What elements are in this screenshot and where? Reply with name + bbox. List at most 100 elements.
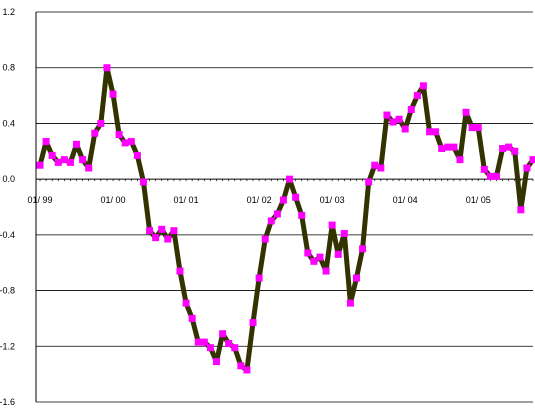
data-point xyxy=(170,227,178,235)
data-point xyxy=(115,131,123,139)
data-point xyxy=(316,253,324,261)
data-point xyxy=(371,161,379,169)
data-point xyxy=(286,175,294,183)
data-point xyxy=(529,156,535,164)
data-point xyxy=(176,267,184,275)
series-line xyxy=(37,65,535,373)
data-point xyxy=(121,139,129,147)
data-point xyxy=(194,338,202,346)
y-tick-label: 0.0 xyxy=(2,174,15,184)
data-point xyxy=(158,225,166,233)
data-point xyxy=(322,267,330,275)
x-axis-tick-labels: 01/ 99 01/ 00 01/ 01 01/ 02 01/ 03 01/ 04 01/ … xyxy=(27,195,490,205)
series-layer xyxy=(36,64,535,374)
data-point xyxy=(511,147,519,155)
data-point xyxy=(426,128,434,136)
data-point xyxy=(523,164,531,172)
y-tick-label: 1.2 xyxy=(2,7,15,17)
data-point xyxy=(450,143,458,151)
y-axis-tick-labels: 1.2 0.8 0.4 0.0 -0.4 -0.8 -1.2 -1.6 xyxy=(0,7,15,407)
data-point xyxy=(79,156,87,164)
data-point xyxy=(182,299,190,307)
data-point xyxy=(152,234,160,242)
data-point xyxy=(219,330,227,338)
data-point xyxy=(395,115,403,123)
data-point xyxy=(249,319,257,327)
data-point xyxy=(60,156,68,164)
x-tick-label: 01/ 99 xyxy=(27,195,52,205)
data-point xyxy=(419,82,427,90)
data-point xyxy=(273,210,281,218)
data-point xyxy=(407,106,415,113)
data-point xyxy=(383,111,391,119)
data-point xyxy=(438,145,446,152)
data-point xyxy=(231,344,239,352)
data-point xyxy=(261,235,269,243)
data-point xyxy=(139,178,147,186)
data-point xyxy=(462,108,470,116)
data-point xyxy=(279,196,287,204)
data-point xyxy=(206,344,214,352)
x-axis-minor-ticks xyxy=(39,179,534,182)
gridlines xyxy=(36,11,533,403)
data-point xyxy=(255,274,263,282)
data-point xyxy=(480,165,488,173)
y-tick-label: -1.2 xyxy=(0,341,15,351)
y-tick-label: -0.8 xyxy=(0,286,15,296)
data-point xyxy=(91,129,99,137)
x-tick-label: 01/ 04 xyxy=(393,195,418,205)
data-point xyxy=(413,92,421,100)
y-tick-label: -1.6 xyxy=(0,397,15,407)
x-tick-label: 01/ 03 xyxy=(320,195,345,205)
data-point xyxy=(127,138,135,146)
data-point xyxy=(377,164,385,172)
y-tick-label: -0.4 xyxy=(0,230,15,240)
data-point xyxy=(188,314,196,322)
data-point xyxy=(444,143,452,151)
x-tick-label: 01/ 01 xyxy=(174,195,199,205)
data-point xyxy=(517,206,525,214)
data-point xyxy=(389,118,397,126)
y-tick-label: 0.4 xyxy=(2,118,15,128)
data-point xyxy=(492,172,500,180)
data-point xyxy=(328,221,336,229)
data-point xyxy=(298,211,306,219)
data-point xyxy=(225,340,233,347)
x-tick-label: 01/ 05 xyxy=(466,195,491,205)
data-point xyxy=(505,143,513,151)
data-point xyxy=(267,217,275,225)
data-point xyxy=(292,193,300,201)
data-point xyxy=(237,362,245,370)
data-point xyxy=(97,119,105,127)
data-point xyxy=(164,235,172,243)
data-point xyxy=(66,158,74,166)
data-point xyxy=(365,178,373,186)
data-point xyxy=(352,274,360,282)
data-point xyxy=(346,299,354,307)
data-point xyxy=(146,227,154,235)
data-point xyxy=(432,128,440,136)
data-point xyxy=(486,172,494,180)
data-point xyxy=(200,338,208,346)
x-tick-label: 01/ 00 xyxy=(101,195,126,205)
data-point xyxy=(359,245,367,253)
data-point xyxy=(456,156,464,164)
data-point xyxy=(42,138,50,146)
data-point xyxy=(109,90,117,98)
data-point xyxy=(340,229,348,237)
x-tick-label: 01/ 02 xyxy=(247,195,272,205)
data-point xyxy=(334,250,342,258)
data-point xyxy=(36,161,44,169)
data-point xyxy=(103,64,111,72)
data-point xyxy=(54,158,62,166)
data-point xyxy=(474,124,482,132)
data-point xyxy=(85,164,93,172)
data-point xyxy=(468,124,476,132)
data-point xyxy=(499,145,507,152)
data-point xyxy=(243,366,251,374)
data-point xyxy=(133,151,141,159)
data-point xyxy=(310,257,318,265)
data-point xyxy=(213,358,221,366)
data-point xyxy=(304,249,312,257)
